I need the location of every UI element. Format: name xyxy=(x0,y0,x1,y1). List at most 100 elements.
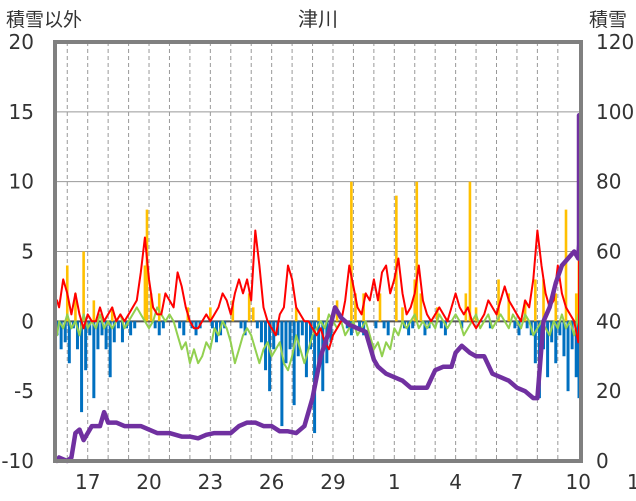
precip-bar-21 xyxy=(395,195,398,322)
chart-title: 津川 xyxy=(298,7,338,31)
precip-bar-27 xyxy=(464,293,468,322)
snow_change-bar-49 xyxy=(317,321,321,364)
x-tick-4: 29 xyxy=(320,470,345,494)
snow_change-bar-21 xyxy=(157,321,161,336)
x-tick-0: 17 xyxy=(75,470,100,494)
snow_change-bar-66 xyxy=(443,321,447,336)
snow_change-bar-82 xyxy=(570,321,574,350)
snow_change-bar-41 xyxy=(284,321,288,364)
snow_change-bar-16 xyxy=(120,321,124,343)
precip-bar-25 xyxy=(419,293,423,322)
precip-bar-2 xyxy=(82,251,85,322)
precip-bar-28 xyxy=(468,181,472,322)
snow_change-bar-69 xyxy=(513,321,517,329)
y-tick-left-1: 15 xyxy=(9,100,34,124)
snow_change-bar-42 xyxy=(288,321,292,350)
snow_change-bar-40 xyxy=(280,321,284,427)
snow_change-bar-18 xyxy=(129,321,133,336)
snow_change-bar-35 xyxy=(259,321,263,343)
snow_change-bar-9 xyxy=(92,321,96,399)
y-tick-right-4: 40 xyxy=(596,309,621,333)
y-axis-label-right: 積雪 xyxy=(589,9,627,31)
snow_change-bar-45 xyxy=(300,321,304,336)
snow_change-bar-63 xyxy=(423,321,427,336)
snow_change-bar-62 xyxy=(411,321,415,329)
precip-bar-4 xyxy=(110,307,114,322)
snow_change-bar-78 xyxy=(554,321,558,364)
snow_change-bar-1 xyxy=(59,321,63,350)
x-tick-8: 10 xyxy=(566,470,591,494)
snow_change-bar-54 xyxy=(349,321,353,336)
x-tick-5: 1 xyxy=(388,470,401,494)
precip-bar-8 xyxy=(157,293,161,322)
max_temp-line xyxy=(56,229,580,351)
snow_change-bar-28 xyxy=(210,321,214,329)
snow_change-bar-34 xyxy=(255,321,259,329)
snow_depth-line xyxy=(54,113,582,464)
snow_change-bar-80 xyxy=(562,321,566,357)
snow_change-bar-43 xyxy=(292,321,296,406)
precip-bar-15 xyxy=(317,307,320,322)
snow_change-bar-24 xyxy=(182,321,186,336)
precip-bar-37 xyxy=(574,293,578,322)
precip-bar-17 xyxy=(350,181,353,322)
precip-bar-30 xyxy=(497,279,500,322)
snow_change-bar-38 xyxy=(272,321,276,350)
y-tick-right-1: 100 xyxy=(596,100,634,124)
precip-bar-31 xyxy=(507,293,511,322)
precip-bar-13 xyxy=(251,307,255,322)
precip-bar-24 xyxy=(415,181,419,322)
x-tick-2: 23 xyxy=(198,470,223,494)
precip-bar-14 xyxy=(294,307,298,322)
precip-bar-23 xyxy=(413,279,417,322)
precip-bar-35 xyxy=(554,293,558,322)
snow_change-bar-79 xyxy=(558,321,562,336)
snow_change-bar-65 xyxy=(439,321,443,329)
y-tick-left-4: 0 xyxy=(21,309,34,333)
y-tick-right-6: 0 xyxy=(596,449,609,473)
snow_change-bar-15 xyxy=(116,321,120,329)
x-tick-7: 7 xyxy=(511,470,524,494)
precip-bar-26 xyxy=(435,307,439,322)
y-tick-left-6: -10 xyxy=(1,449,34,473)
snow_change-bar-58 xyxy=(382,321,386,329)
y-tick-left-3: 5 xyxy=(21,240,34,264)
snow_change-bar-57 xyxy=(374,321,378,329)
snow_change-bar-61 xyxy=(407,321,411,336)
precip-bar-20 xyxy=(378,293,382,322)
snow_change-bar-22 xyxy=(161,321,165,329)
y-tick-left-0: 20 xyxy=(9,30,34,54)
gridlines xyxy=(55,42,581,461)
plot-frame xyxy=(53,40,583,463)
precip-bar-10 xyxy=(209,307,212,322)
tick-labels: 20 15 10 5 0 -5 -10 120 100 80 60 40 20 0 17 20 23 26 29 1 4… xyxy=(1,30,636,494)
snow_change-bar-32 xyxy=(239,321,243,329)
snow_change-bar-71 xyxy=(525,321,529,329)
x-tick-3: 26 xyxy=(259,470,284,494)
snow_change-bar-46 xyxy=(304,321,308,378)
snow_change-bar-83 xyxy=(574,321,578,378)
precip-bar-12 xyxy=(247,293,251,322)
snow_change-bar-8 xyxy=(88,321,92,336)
snow_change-bar-76 xyxy=(546,321,550,378)
precip-bar-33 xyxy=(534,279,537,322)
precip-bar-1 xyxy=(74,293,77,322)
y-tick-right-0: 120 xyxy=(596,30,634,54)
snow_change-bar-56 xyxy=(362,321,366,336)
snow_change-bar-23 xyxy=(178,321,182,329)
precip-bar-34 xyxy=(542,279,545,322)
x-tick-1: 20 xyxy=(136,470,161,494)
snow_change-bar-47 xyxy=(309,321,312,350)
precip-bar-22 xyxy=(401,307,404,322)
snow_change-bar-81 xyxy=(566,321,570,392)
x-tick-9: 13 xyxy=(627,470,636,494)
precip-bar-11 xyxy=(231,300,235,322)
snow_change-bar-2 xyxy=(63,321,67,343)
snow_change-bar-77 xyxy=(550,321,554,343)
snow_change-bar-11 xyxy=(100,321,104,336)
precip-bar-3 xyxy=(92,300,96,322)
y-tick-right-5: 20 xyxy=(596,379,621,403)
snow_change-bar-5 xyxy=(75,321,79,350)
y-tick-left-5: -5 xyxy=(14,379,34,403)
